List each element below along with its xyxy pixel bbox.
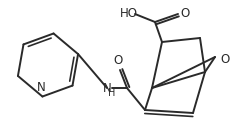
- Text: O: O: [220, 53, 229, 65]
- Text: N: N: [103, 81, 111, 95]
- Text: O: O: [180, 7, 189, 19]
- Text: O: O: [113, 54, 123, 67]
- Text: H: H: [108, 88, 116, 98]
- Text: HO: HO: [120, 7, 138, 19]
- Text: N: N: [37, 80, 46, 94]
